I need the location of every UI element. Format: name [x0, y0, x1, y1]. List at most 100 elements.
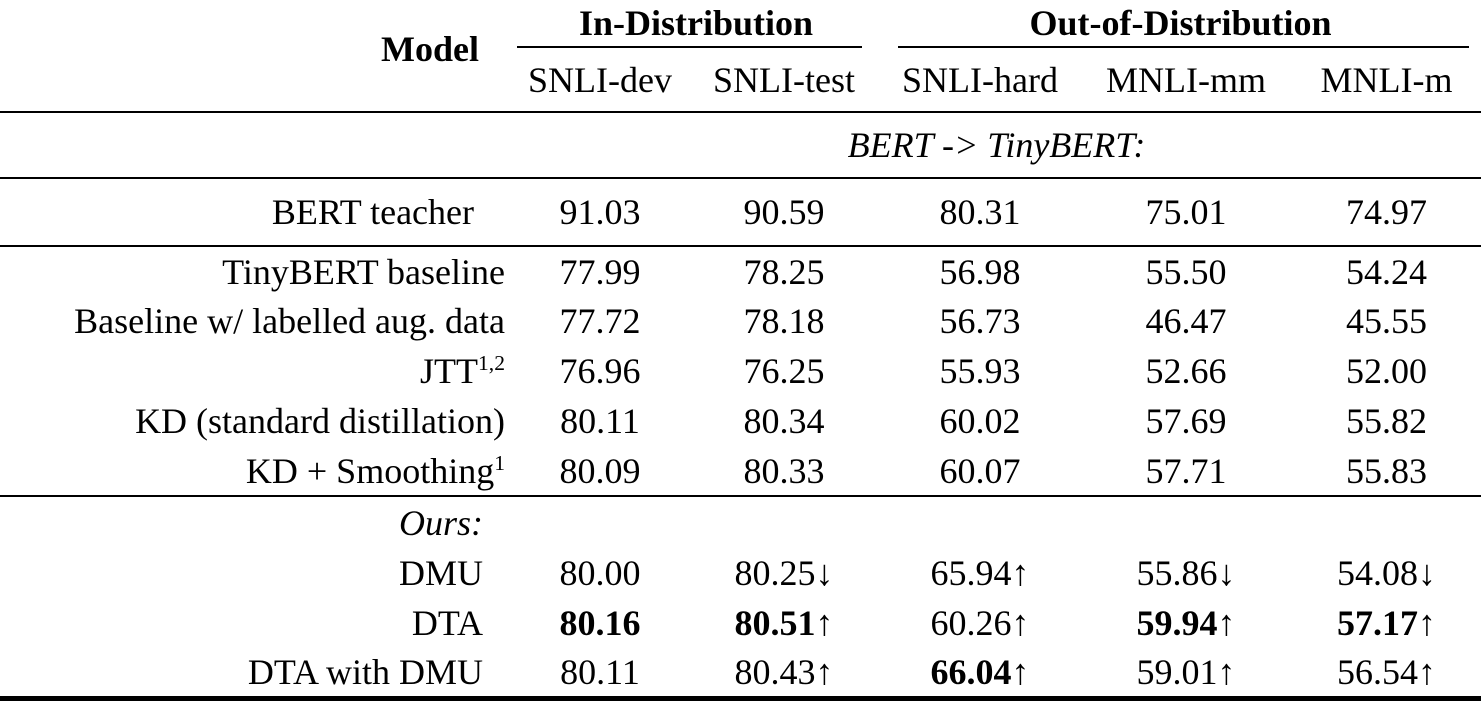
value-cell: 76.96 [512, 346, 688, 396]
model-name: DTA [411, 603, 483, 643]
value-cell: 54.08↓ [1292, 548, 1481, 598]
metric-value: 59.01 [1136, 651, 1218, 692]
empty-cell [1080, 496, 1292, 548]
row-tinybert-baseline: TinyBERT baseline 77.99 78.25 56.98 55.5… [0, 246, 1481, 296]
value-cell: 80.31 [880, 178, 1080, 247]
row-kd-standard: KD (standard distillation) 80.11 80.34 6… [0, 396, 1481, 446]
value-cell: 91.03 [512, 178, 688, 247]
metric-value: 80.43 [734, 651, 816, 692]
group-label-in-distribution: In-Distribution [578, 3, 814, 43]
value-cell: 80.11 [512, 648, 688, 701]
metric-value: 60.02 [939, 401, 1021, 441]
metric-value: 55.86 [1136, 553, 1218, 593]
value-cell: 45.55 [1292, 296, 1481, 346]
metric-value: 80.33 [743, 450, 825, 491]
metric-value: 75.01 [1145, 192, 1227, 232]
empty-cell [1292, 496, 1481, 548]
model-cell: BERT teacher [0, 178, 512, 247]
cmidrule-out-of-distribution [898, 46, 1469, 48]
col-header-mnli-mm: MNLI-mm [1080, 48, 1292, 113]
metric-value: 74.97 [1346, 192, 1427, 232]
value-cell: 55.86↓ [1080, 548, 1292, 598]
value-cell: 56.73 [880, 296, 1080, 346]
model-name: KD + Smoothing [245, 450, 495, 491]
cmidrule-in-distribution [517, 46, 862, 48]
trend-arrow-icon: ↑ [1011, 553, 1030, 593]
value-cell: 56.54↑ [1292, 648, 1481, 701]
metric-value: 55.50 [1145, 251, 1227, 292]
metric-value: 52.66 [1145, 351, 1227, 391]
metric-value: 78.18 [743, 301, 825, 341]
trend-arrow-icon: ↑ [1217, 603, 1236, 643]
metric-value: 54.24 [1346, 251, 1427, 292]
value-cell: 90.59 [688, 178, 880, 247]
value-cell: 56.98 [880, 246, 1080, 296]
value-cell: 57.71 [1080, 446, 1292, 497]
value-cell: 52.00 [1292, 346, 1481, 396]
value-cell: 77.72 [512, 296, 688, 346]
metric-value: 56.54 [1337, 651, 1418, 692]
trend-arrow-icon: ↓ [1217, 553, 1236, 593]
model-cell: DTA [0, 598, 512, 648]
metric-value: 80.09 [559, 450, 641, 491]
value-cell: 76.25 [688, 346, 880, 396]
value-cell: 59.94↑ [1080, 598, 1292, 648]
row-kd-smoothing: KD + Smoothing1 80.09 80.33 60.07 57.71 … [0, 446, 1481, 497]
section-row-ours: Ours: [0, 496, 1481, 548]
header-columns-row: SNLI-dev SNLI-test SNLI-hard MNLI-mm MNL… [0, 48, 1481, 113]
model-cell: KD (standard distillation) [0, 396, 512, 446]
value-cell: 80.16 [512, 598, 688, 648]
model-name: DMU [398, 553, 483, 593]
value-cell: 59.01↑ [1080, 648, 1292, 701]
value-cell: 46.47 [1080, 296, 1292, 346]
value-cell: 74.97 [1292, 178, 1481, 247]
value-cell: 66.04↑ [880, 648, 1080, 701]
metric-value: 57.17 [1337, 603, 1418, 643]
trend-arrow-icon: ↑ [1011, 603, 1030, 643]
metric-value: 80.11 [560, 651, 640, 692]
model-name: TinyBERT baseline [222, 251, 505, 292]
model-cell: JTT1,2 [0, 346, 512, 396]
metric-value: 54.08 [1337, 553, 1418, 593]
trend-arrow-icon: ↓ [1418, 553, 1436, 593]
value-cell: 55.50 [1080, 246, 1292, 296]
metric-value: 77.72 [559, 301, 641, 341]
value-cell: 77.99 [512, 246, 688, 296]
metric-value: 52.00 [1346, 351, 1427, 391]
row-dta-with-dmu: DTA with DMU 80.11 80.43↑ 66.04↑ 59.01↑ … [0, 648, 1481, 701]
value-cell: 78.18 [688, 296, 880, 346]
group-header-in-distribution: In-Distribution [512, 0, 880, 48]
metric-value: 90.59 [743, 192, 825, 232]
metric-value: 57.71 [1145, 450, 1227, 491]
trend-arrow-icon: ↑ [1217, 651, 1236, 692]
value-cell: 80.00 [512, 548, 688, 598]
model-cell: KD + Smoothing1 [0, 446, 512, 497]
metric-value: 80.16 [559, 603, 641, 643]
value-cell: 55.82 [1292, 396, 1481, 446]
footnote-marker: 1,2 [478, 351, 505, 375]
value-cell: 80.43↑ [688, 648, 880, 701]
value-cell: 65.94↑ [880, 548, 1080, 598]
value-cell: 55.93 [880, 346, 1080, 396]
value-cell: 80.33 [688, 446, 880, 497]
value-cell: 80.09 [512, 446, 688, 497]
group-header-out-of-distribution: Out-of-Distribution [880, 0, 1481, 48]
model-cell: Baseline w/ labelled aug. data [0, 296, 512, 346]
value-cell: 60.26↑ [880, 598, 1080, 648]
metric-value: 80.11 [560, 401, 640, 441]
trend-arrow-icon: ↑ [1418, 603, 1436, 643]
model-name: JTT [420, 351, 478, 391]
metric-value: 80.51 [734, 603, 816, 643]
empty-cell [688, 496, 880, 548]
value-cell: 80.25↓ [688, 548, 880, 598]
metric-value: 56.98 [939, 251, 1021, 292]
section-label: BERT -> TinyBERT: [512, 112, 1481, 179]
metric-value: 76.25 [743, 351, 825, 391]
value-cell: 80.11 [512, 396, 688, 446]
model-cell: DTA with DMU [0, 648, 512, 701]
metric-value: 65.94 [930, 553, 1012, 593]
row-dmu: DMU 80.00 80.25↓ 65.94↑ 55.86↓ 54.08↓ [0, 548, 1481, 598]
header-group-row: Model In-Distribution Out-of-Distributio… [0, 0, 1481, 113]
metric-value: 80.00 [559, 553, 641, 593]
footnote-marker: 1 [494, 450, 505, 475]
